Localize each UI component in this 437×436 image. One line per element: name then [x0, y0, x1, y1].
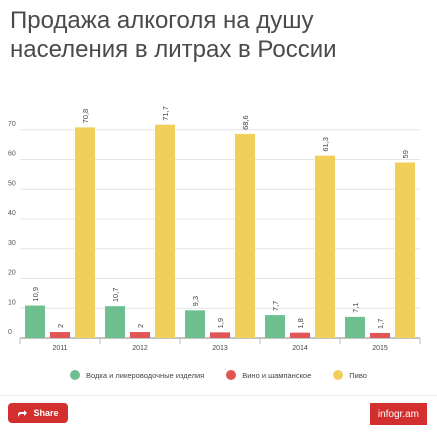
y-tick-label: 40: [8, 210, 16, 217]
bar: [315, 155, 335, 338]
bar: [155, 124, 175, 338]
x-tick-label: 2012: [132, 345, 148, 352]
bar: [185, 310, 205, 338]
bar: [130, 332, 150, 338]
bar: [50, 332, 70, 338]
bar-value-label: 2: [56, 324, 65, 328]
legend-dot-icon: [333, 370, 344, 380]
x-tick-label: 2014: [292, 345, 308, 352]
y-tick-label: 20: [8, 270, 16, 277]
bar-value-label: 2: [136, 324, 145, 328]
bar: [105, 306, 125, 338]
bar: [75, 127, 95, 339]
legend-dot-icon: [226, 370, 237, 380]
y-tick-label: 50: [8, 180, 16, 187]
bar-value-label: 1,9: [216, 318, 225, 328]
chart-area: 0 10 20 30 40 50 60 70 2011 10,9 2 70,8 2012 10,7 2 71,…: [8, 106, 421, 352]
x-tick-label: 2015: [372, 345, 388, 352]
bar-value-label: 68,6: [241, 115, 250, 130]
footer: Share infogr.am: [0, 395, 437, 436]
share-label: Share: [33, 408, 59, 418]
legend-item-wine[interactable]: Вино и шампанское: [226, 370, 311, 380]
bar: [25, 305, 45, 338]
chart-legend: Водка и ликероводочные изделия Вино и ша…: [0, 370, 437, 380]
x-tick-label: 2011: [52, 345, 67, 352]
bar-value-label: 10,9: [31, 287, 40, 302]
bar-value-label: 9,3: [191, 296, 200, 306]
legend-label: Водка и ликероводочные изделия: [86, 370, 205, 380]
chart-title: Продажа алкоголя на душу населения в лит…: [10, 7, 337, 63]
bar-value-label: 1,7: [376, 319, 385, 329]
legend-label: Вино и шампанское: [242, 370, 312, 380]
bar-value-label: 7,7: [271, 301, 280, 311]
y-tick-label: 70: [8, 121, 16, 128]
bar-value-label: 61,3: [321, 137, 330, 152]
y-tick-label: 0: [8, 329, 12, 336]
y-tick-label: 10: [8, 299, 16, 306]
y-tick-label: 60: [8, 151, 16, 158]
legend-item-beer[interactable]: Пиво: [333, 370, 367, 380]
legend-item-vodka[interactable]: Водка и ликероводочные изделия: [70, 370, 204, 380]
legend-label: Пиво: [349, 370, 367, 380]
bar: [395, 162, 415, 338]
bar: [265, 315, 285, 338]
bar: [370, 332, 390, 338]
bar-value-label: 1,8: [296, 318, 305, 328]
bar-value-label: 59: [401, 150, 410, 158]
bar-value-label: 71,7: [161, 106, 170, 121]
bar-value-label: 70,8: [81, 109, 90, 124]
bar: [235, 133, 255, 338]
share-button[interactable]: Share: [8, 403, 68, 423]
bar: [345, 316, 365, 338]
bar-value-label: 7,1: [351, 302, 360, 312]
share-icon: [18, 409, 28, 417]
brand-logo[interactable]: infogr.am: [369, 403, 427, 425]
bar: [210, 332, 230, 338]
y-tick-label: 30: [8, 240, 16, 247]
bar-value-label: 10,7: [111, 288, 120, 303]
x-tick-label: 2013: [212, 345, 228, 352]
legend-dot-icon: [70, 370, 81, 380]
bar: [290, 332, 310, 338]
